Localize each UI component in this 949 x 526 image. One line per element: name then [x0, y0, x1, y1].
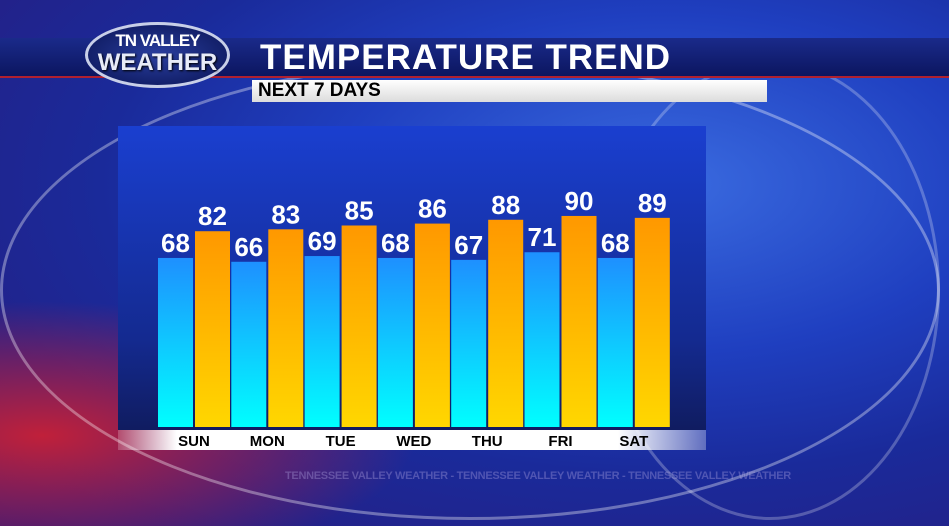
logo-line2: WEATHER — [97, 49, 218, 76]
page-title: TEMPERATURE TREND — [260, 38, 672, 77]
subtitle-bar — [252, 80, 767, 102]
bar-tue-high — [341, 225, 377, 427]
bar-tue-low — [304, 256, 340, 427]
logo-line1: TN VALLEY — [115, 31, 200, 50]
bar-fri-low — [524, 252, 560, 427]
day-label: TUE — [326, 433, 356, 450]
bar-mon-low — [231, 261, 267, 427]
data-label: 82 — [198, 201, 227, 231]
data-label: 88 — [491, 190, 520, 220]
data-label: 83 — [271, 199, 300, 229]
watermark: TENNESSEE VALLEY WEATHER - TENNESSEE VAL… — [285, 470, 791, 482]
bar-thu-high — [488, 219, 524, 427]
day-label: WED — [396, 433, 431, 450]
station-logo: TN VALLEY WEATHER — [85, 22, 230, 88]
bar-thu-low — [451, 259, 487, 427]
data-label: 85 — [345, 195, 374, 225]
day-label: SAT — [619, 433, 648, 450]
day-label: MON — [250, 433, 285, 450]
day-label-strip — [118, 430, 706, 450]
day-label: THU — [472, 433, 503, 450]
bar-mon-high — [268, 229, 304, 427]
day-label: SUN — [178, 433, 210, 450]
data-label: 71 — [528, 222, 557, 252]
data-label: 66 — [234, 232, 263, 262]
bar-sun-low — [158, 257, 193, 427]
data-label: 68 — [381, 228, 410, 258]
data-label: 69 — [308, 226, 337, 256]
data-label: 90 — [565, 186, 594, 216]
data-label: 67 — [454, 230, 483, 260]
bar-wed-low — [377, 257, 413, 427]
data-label: 68 — [601, 228, 630, 258]
bar-wed-high — [414, 223, 450, 427]
bar-sat-low — [597, 257, 633, 427]
data-label: 89 — [638, 188, 667, 218]
data-label: 86 — [418, 194, 447, 224]
bar-fri-high — [561, 215, 597, 427]
bar-sat-high — [634, 217, 670, 427]
page-subtitle: NEXT 7 DAYS — [258, 80, 381, 101]
bar-sun-high — [195, 231, 230, 427]
data-label: 68 — [161, 228, 190, 258]
day-label: FRI — [548, 433, 572, 450]
